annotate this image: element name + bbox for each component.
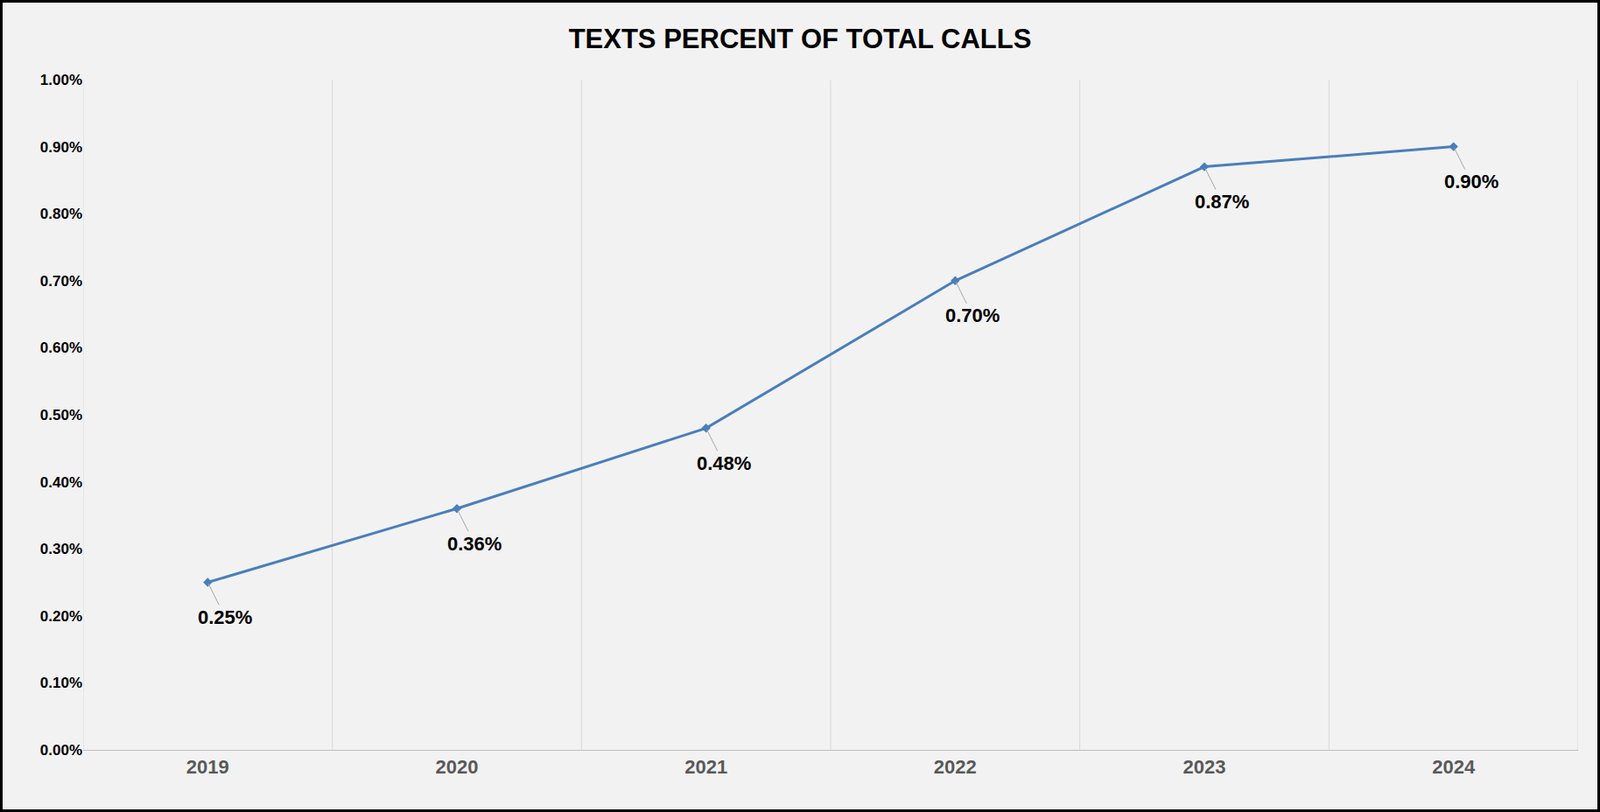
svg-text:0.36%: 0.36% <box>447 533 502 555</box>
svg-text:0.40%: 0.40% <box>40 474 83 492</box>
svg-text:TEXTS PERCENT OF TOTAL CALLS: TEXTS PERCENT OF TOTAL CALLS <box>568 23 1032 55</box>
svg-text:0.90%: 0.90% <box>1444 170 1499 193</box>
svg-text:0.10%: 0.10% <box>40 674 83 692</box>
svg-text:0.60%: 0.60% <box>40 339 83 357</box>
svg-text:0.48%: 0.48% <box>696 452 751 475</box>
svg-text:2020: 2020 <box>435 756 479 779</box>
svg-text:2022: 2022 <box>933 756 977 779</box>
svg-text:0.70%: 0.70% <box>945 304 1000 327</box>
svg-text:0.87%: 0.87% <box>1194 190 1250 213</box>
svg-text:0.90%: 0.90% <box>40 139 83 156</box>
svg-text:2023: 2023 <box>1183 756 1227 779</box>
svg-text:2019: 2019 <box>186 756 230 779</box>
svg-text:2024: 2024 <box>1431 756 1476 779</box>
svg-text:0.80%: 0.80% <box>40 205 83 223</box>
svg-text:0.30%: 0.30% <box>40 540 83 558</box>
svg-text:0.70%: 0.70% <box>40 273 83 290</box>
svg-text:0.50%: 0.50% <box>40 407 83 424</box>
svg-text:0.25%: 0.25% <box>197 606 253 629</box>
svg-text:0.20%: 0.20% <box>40 608 83 625</box>
svg-text:2021: 2021 <box>684 756 728 779</box>
svg-text:1.00%: 1.00% <box>40 71 83 89</box>
svg-text:0.00%: 0.00% <box>40 742 83 759</box>
